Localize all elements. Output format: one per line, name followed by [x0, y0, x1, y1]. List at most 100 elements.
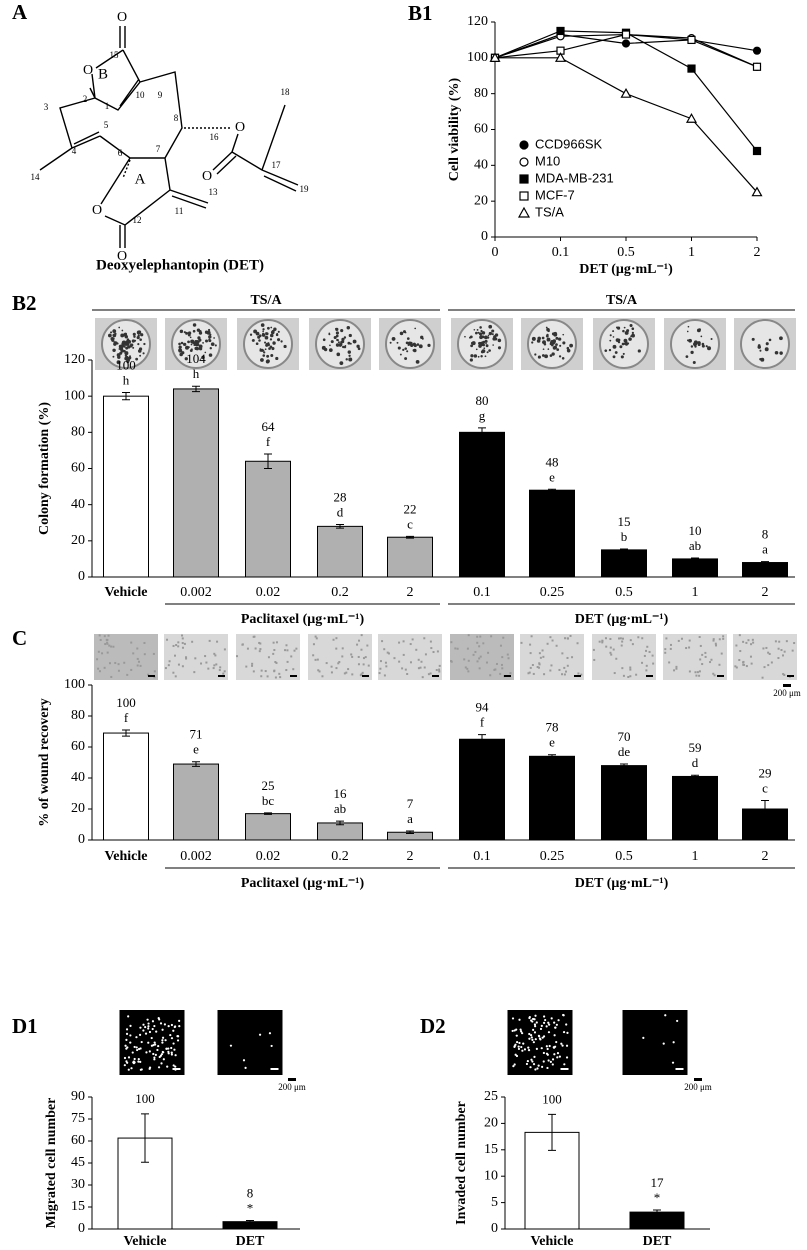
- cell-texture: [695, 674, 698, 677]
- colony: [143, 342, 146, 346]
- cell-texture: [117, 663, 120, 666]
- colony: [693, 340, 698, 345]
- cell-texture: [564, 637, 567, 640]
- cell: [553, 1034, 556, 1037]
- cell-texture: [284, 649, 287, 652]
- cell-texture: [366, 644, 369, 647]
- cell: [158, 1018, 161, 1021]
- cell-texture: [358, 639, 361, 642]
- cell-texture: [485, 661, 488, 664]
- colony: [335, 334, 339, 338]
- atom-number: 10: [136, 90, 146, 100]
- value-label: 70: [618, 729, 631, 744]
- colony: [197, 336, 201, 340]
- colony: [626, 329, 630, 333]
- colony: [137, 334, 140, 337]
- cell-texture: [688, 639, 691, 642]
- cell-texture: [181, 637, 184, 640]
- cell: [125, 1028, 129, 1031]
- colony: [531, 341, 534, 344]
- significance-label: *: [247, 1200, 254, 1215]
- cell-texture: [561, 652, 564, 655]
- marker: [752, 146, 762, 156]
- colony: [494, 333, 499, 337]
- cell-texture: [546, 642, 549, 645]
- colony: [178, 345, 182, 349]
- cell-texture: [701, 663, 704, 666]
- cell: [123, 1056, 127, 1060]
- cell-texture: [423, 637, 426, 640]
- y-tick-label: 15: [71, 1199, 85, 1214]
- x-tick-label: 0.1: [473, 585, 491, 600]
- cell-texture: [720, 652, 723, 655]
- cell: [174, 1025, 177, 1028]
- cell-texture: [536, 666, 539, 669]
- colony: [265, 342, 269, 346]
- cell-texture: [213, 664, 216, 667]
- colony: [113, 341, 117, 344]
- cell-texture: [710, 658, 713, 661]
- cell-texture: [750, 643, 753, 646]
- cell-texture: [783, 650, 786, 653]
- cell-texture: [316, 658, 319, 661]
- cell-texture: [438, 668, 441, 671]
- cell: [545, 1025, 548, 1028]
- cell-texture: [398, 641, 401, 644]
- colony: [112, 355, 115, 358]
- cell-texture: [108, 662, 111, 665]
- cell-texture: [529, 666, 532, 669]
- cell: [531, 1017, 535, 1021]
- cell: [176, 1035, 179, 1038]
- cell: [144, 1025, 147, 1029]
- cell-texture: [351, 673, 354, 676]
- x-tick-label: 0.5: [617, 245, 635, 260]
- colony: [402, 348, 405, 352]
- cell: [565, 1056, 569, 1059]
- cell-texture: [356, 643, 359, 646]
- cell-texture: [735, 666, 738, 669]
- cell: [130, 1067, 133, 1070]
- x-tick-label: 0: [492, 245, 499, 260]
- group-label: DET (μg·mL⁻¹): [575, 876, 669, 891]
- significance-label: e: [549, 735, 555, 750]
- colony: [352, 339, 357, 344]
- atom-number: 13: [209, 187, 219, 197]
- error-bar: [548, 1113, 556, 1151]
- cell-texture: [415, 648, 418, 651]
- cell-texture: [738, 659, 741, 662]
- cell-texture: [783, 673, 786, 676]
- colony: [126, 358, 130, 362]
- cell-texture: [571, 656, 574, 659]
- colony: [628, 337, 632, 341]
- cell-texture: [645, 664, 648, 667]
- cell: [511, 1017, 515, 1020]
- colony: [322, 338, 326, 342]
- cell-texture: [529, 643, 532, 646]
- colony: [190, 343, 193, 346]
- colony: [270, 333, 274, 338]
- cell: [512, 1065, 515, 1068]
- marker: [752, 62, 762, 71]
- colony: [614, 351, 618, 354]
- cell: [165, 1047, 168, 1050]
- cell-texture: [677, 639, 680, 642]
- cell-texture: [164, 667, 167, 670]
- cell-texture: [530, 635, 533, 638]
- cell: [229, 1044, 233, 1047]
- colony: [478, 344, 482, 348]
- cell-texture: [273, 649, 276, 652]
- cell-texture: [641, 661, 644, 664]
- cell-texture: [278, 672, 281, 675]
- colony: [112, 337, 115, 340]
- significance-label: bc: [262, 793, 275, 808]
- y-tick-label: 60: [71, 739, 85, 754]
- colony: [486, 336, 490, 339]
- cell-texture: [404, 668, 407, 671]
- marker: [519, 157, 529, 167]
- y-tick-label: 20: [484, 1116, 498, 1131]
- cell-texture: [362, 657, 365, 660]
- cell: [137, 1047, 141, 1051]
- cell-texture: [651, 654, 654, 657]
- group-label: DET (μg·mL⁻¹): [575, 612, 669, 627]
- colony: [698, 328, 701, 331]
